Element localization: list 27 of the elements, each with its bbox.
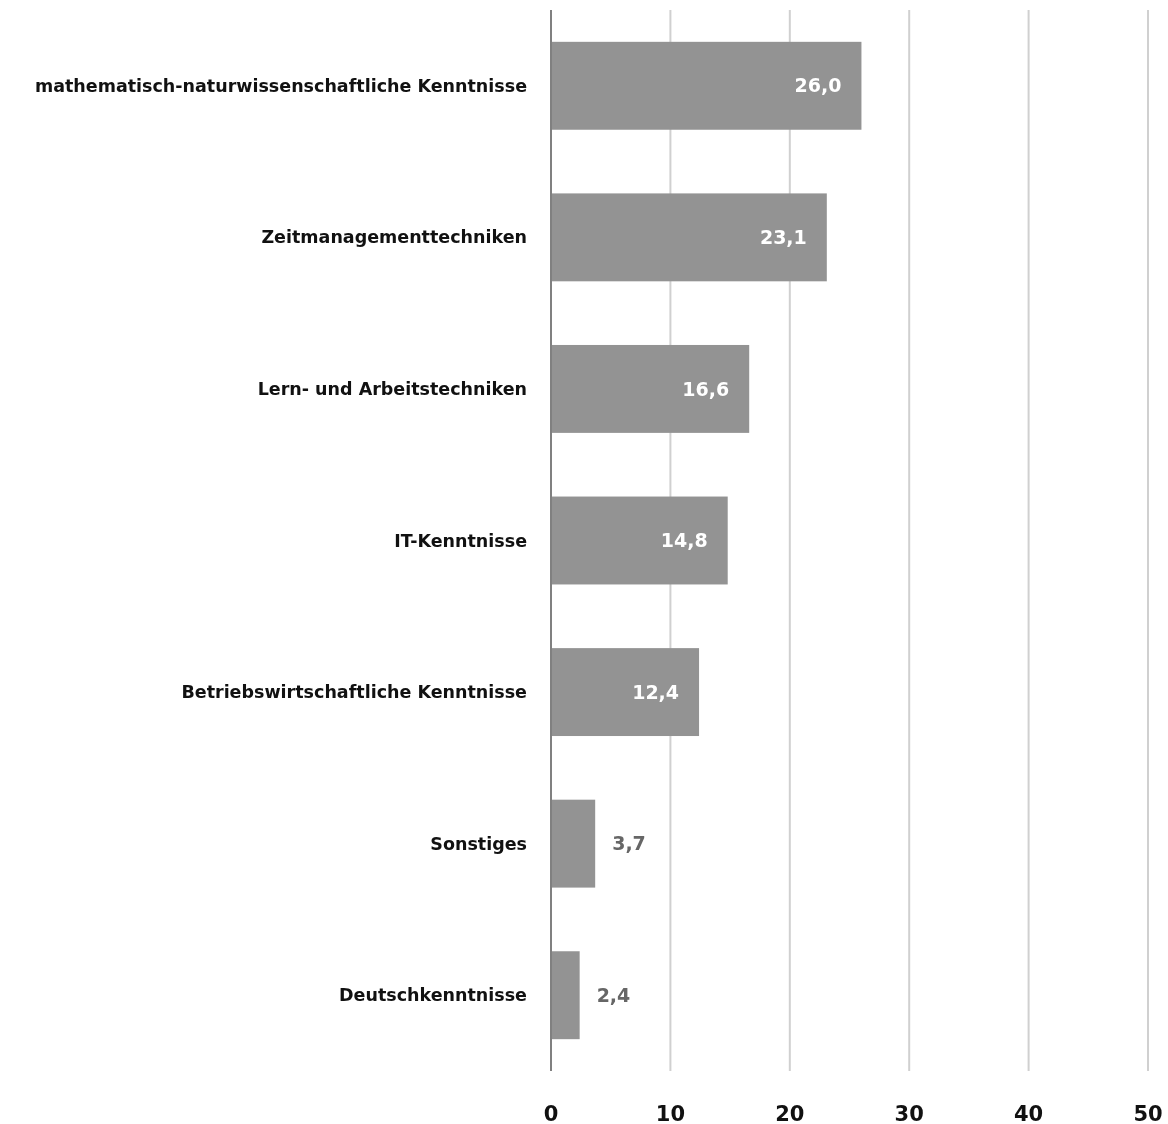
x-tick-label: 0 bbox=[543, 1102, 559, 1124]
y-tick-label: Zeitmanagementtechniken bbox=[261, 227, 527, 248]
data-label: 2,4 bbox=[596, 983, 631, 1006]
bar bbox=[551, 344, 750, 433]
bar bbox=[551, 41, 862, 130]
data-label: 26,0 bbox=[794, 74, 842, 97]
data-label: 23,1 bbox=[759, 226, 807, 249]
x-tick-label: 30 bbox=[894, 1102, 924, 1124]
data-label: 12,4 bbox=[632, 680, 680, 703]
x-tick-label: 40 bbox=[1013, 1102, 1044, 1124]
data-label: 14,8 bbox=[660, 529, 708, 552]
bar bbox=[551, 951, 580, 1040]
x-tick-label: 20 bbox=[775, 1102, 805, 1124]
x-tick-label: 10 bbox=[655, 1102, 686, 1124]
y-tick-label: Lern- und Arbeitstechniken bbox=[257, 379, 527, 400]
x-tick-label: 50 bbox=[1133, 1102, 1163, 1124]
bar bbox=[551, 799, 596, 888]
y-tick-label: IT-Kenntnisse bbox=[394, 530, 528, 551]
y-tick-label: mathematisch-naturwissenschaftliche Kenntnisse bbox=[34, 75, 528, 96]
data-label: 3,7 bbox=[612, 832, 646, 855]
bar bbox=[551, 648, 700, 737]
bar bbox=[551, 193, 827, 282]
y-tick-label: Sonstiges bbox=[430, 833, 527, 854]
bar bbox=[551, 496, 728, 585]
y-tick-label: Betriebswirtschaftliche Kenntnisse bbox=[181, 682, 528, 703]
data-label: 16,6 bbox=[682, 377, 730, 400]
y-tick-label: Deutschkenntnisse bbox=[339, 985, 528, 1006]
